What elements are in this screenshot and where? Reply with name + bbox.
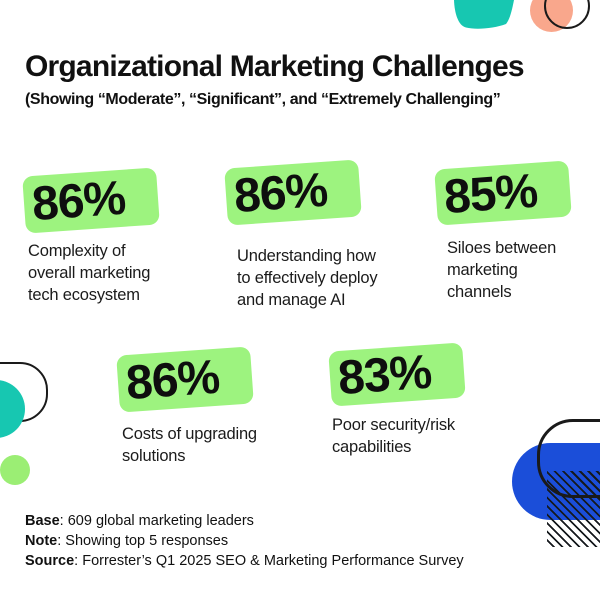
stat-4-label: Costs of upgrading solutions (122, 425, 257, 465)
footer-note-line: Note: Showing top 5 responses (25, 531, 464, 551)
footer-base-text: : 609 global marketing leaders (59, 513, 254, 529)
stat-3-label: Siloes between marketing channels (447, 239, 557, 301)
footer-source-text: : Forrester’s Q1 2025 SEO & Marketing Pe… (74, 553, 464, 569)
stat-1-highlight: 86% (22, 167, 160, 234)
footer-source-line: Source: Forrester’s Q1 2025 SEO & Market… (25, 551, 464, 571)
stat-2-value: 86% (232, 163, 329, 224)
green-circle-icon (0, 455, 30, 485)
page-title: Organizational Marketing Challenges (25, 50, 525, 83)
footer-note-text: : Showing top 5 responses (57, 533, 229, 549)
stat-5-value: 83% (336, 345, 433, 406)
stat-5-label: Poor security/risk capabilities (332, 416, 455, 456)
stat-4-value: 86% (124, 350, 221, 411)
stat-1-label: Complexity of overall marketing tech eco… (28, 242, 151, 304)
stat-2-highlight: 86% (224, 159, 362, 226)
page-subtitle: (Showing “Moderate”, “Significant”, and … (25, 91, 501, 108)
footer-source-label: Source (25, 553, 75, 569)
footer-note-label: Note (25, 533, 58, 549)
stat-1-value: 86% (30, 171, 127, 232)
stat-2-label: Understanding how to effectively deploy … (237, 247, 378, 309)
stat-3-highlight: 85% (434, 160, 572, 226)
outline-rounded-rect-bottom-icon (537, 419, 600, 498)
teal-swoosh-icon (454, 0, 514, 29)
footer-base-line: Base: 609 global marketing leaders (25, 511, 464, 531)
stat-4-highlight: 86% (116, 346, 254, 413)
footer-notes: Base: 609 global marketing leaders Note:… (25, 511, 464, 571)
stat-3-value: 85% (442, 164, 539, 224)
stat-5-highlight: 83% (328, 342, 466, 407)
footer-base-label: Base (25, 513, 60, 529)
outline-rounded-rect-icon (0, 362, 48, 422)
